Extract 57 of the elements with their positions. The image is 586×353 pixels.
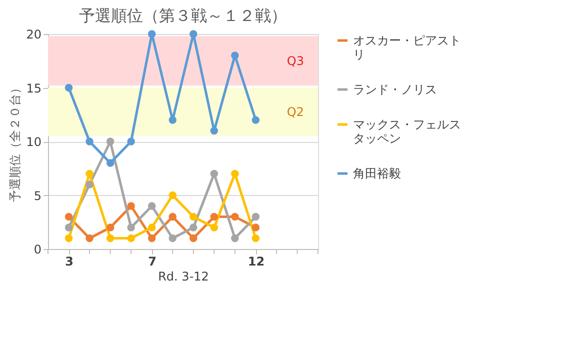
point xyxy=(210,224,218,232)
point xyxy=(86,180,94,188)
x-tick-label: 7 xyxy=(148,254,157,268)
chart-title: 予選順位（第３戦～１２戦） xyxy=(79,6,287,25)
point xyxy=(86,170,94,178)
point xyxy=(106,224,114,232)
y-tick-label: 10 xyxy=(26,135,42,149)
point xyxy=(190,30,198,38)
x-tick-label: 3 xyxy=(65,254,74,268)
point xyxy=(231,234,239,242)
point xyxy=(168,234,176,242)
point xyxy=(86,234,94,242)
y-tick-label: 5 xyxy=(34,188,42,203)
point xyxy=(148,202,156,210)
y-axis-title: 予選順位（全２０台） xyxy=(8,82,22,202)
point xyxy=(106,234,114,242)
point xyxy=(148,234,156,242)
point xyxy=(190,234,198,242)
point xyxy=(252,116,260,124)
x-tick-label: 12 xyxy=(248,254,265,268)
point xyxy=(127,234,135,242)
band-label: Q2 xyxy=(286,104,304,119)
point xyxy=(231,170,239,178)
point xyxy=(252,224,260,232)
point xyxy=(168,191,176,200)
band-label: Q3 xyxy=(286,54,304,68)
point xyxy=(190,224,198,232)
point xyxy=(127,202,135,210)
point xyxy=(64,224,73,232)
point xyxy=(168,116,176,124)
y-tick-label: 0 xyxy=(34,242,42,256)
legend-label: オスカー・ピアストリ xyxy=(353,34,461,62)
legend-label: マックス・フェルスタッペン xyxy=(353,118,461,146)
legend-label: ランド・ノリス xyxy=(353,82,437,96)
point xyxy=(210,126,218,135)
y-tick-label: 15 xyxy=(26,81,42,96)
point xyxy=(231,212,239,221)
legend-label: 角田裕毅 xyxy=(353,166,401,180)
point xyxy=(168,212,176,221)
point xyxy=(64,234,73,242)
point xyxy=(86,138,94,146)
x-axis-title: Rd. 3-12 xyxy=(158,270,209,284)
point xyxy=(252,212,260,221)
point xyxy=(127,138,135,146)
point xyxy=(210,170,218,178)
point xyxy=(231,52,239,60)
point xyxy=(106,138,114,146)
point xyxy=(190,212,198,221)
point xyxy=(148,224,156,232)
point xyxy=(64,212,73,221)
point xyxy=(64,84,73,92)
point xyxy=(252,234,260,242)
point xyxy=(210,212,218,221)
point xyxy=(106,159,114,167)
point xyxy=(127,224,135,232)
y-tick-label: 20 xyxy=(26,28,42,42)
point xyxy=(148,30,156,38)
